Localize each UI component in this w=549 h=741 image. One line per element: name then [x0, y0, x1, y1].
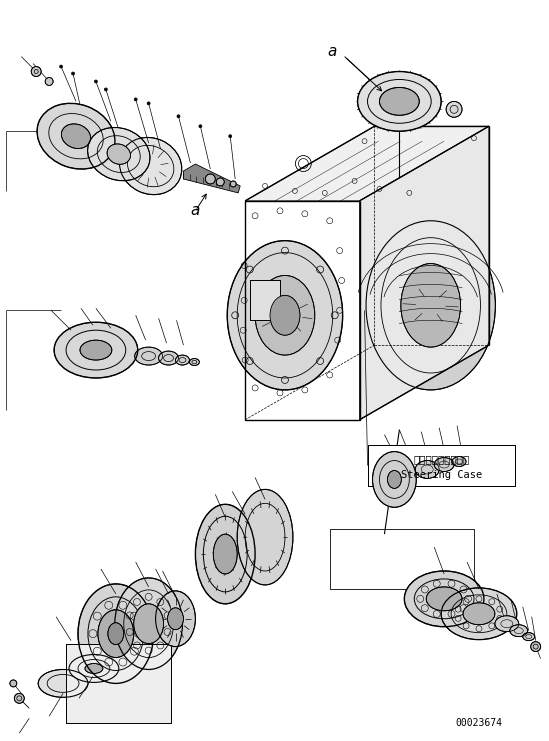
Bar — [330, 529, 474, 589]
Ellipse shape — [495, 616, 519, 631]
Circle shape — [216, 178, 224, 186]
Ellipse shape — [195, 505, 255, 604]
Ellipse shape — [155, 591, 195, 647]
Ellipse shape — [373, 451, 416, 508]
Circle shape — [10, 680, 17, 687]
Ellipse shape — [523, 633, 535, 641]
Text: ステアリングケース: ステアリングケース — [413, 454, 469, 465]
Circle shape — [14, 694, 24, 703]
Ellipse shape — [88, 127, 150, 181]
Ellipse shape — [379, 87, 419, 116]
Circle shape — [230, 181, 236, 187]
Circle shape — [205, 174, 215, 184]
Ellipse shape — [98, 610, 134, 657]
Ellipse shape — [237, 489, 293, 585]
Ellipse shape — [176, 355, 189, 365]
Ellipse shape — [54, 322, 138, 378]
Bar — [367, 445, 515, 486]
Ellipse shape — [366, 221, 495, 390]
Ellipse shape — [38, 669, 88, 697]
Circle shape — [71, 72, 75, 75]
Circle shape — [94, 80, 97, 83]
Ellipse shape — [115, 578, 182, 669]
Ellipse shape — [214, 534, 237, 574]
Text: 00023674: 00023674 — [456, 718, 502, 728]
Ellipse shape — [227, 241, 343, 390]
Ellipse shape — [255, 276, 315, 355]
Ellipse shape — [135, 347, 163, 365]
Bar — [367, 445, 515, 486]
Ellipse shape — [415, 461, 439, 479]
Ellipse shape — [388, 471, 401, 488]
Text: Steering Case: Steering Case — [401, 470, 482, 479]
Ellipse shape — [167, 608, 183, 630]
Circle shape — [531, 642, 541, 651]
Ellipse shape — [134, 604, 164, 644]
Text: a: a — [327, 44, 337, 59]
Ellipse shape — [405, 571, 484, 627]
Polygon shape — [245, 126, 489, 201]
Ellipse shape — [189, 359, 199, 365]
Circle shape — [45, 78, 53, 85]
Ellipse shape — [452, 456, 466, 467]
Ellipse shape — [463, 603, 495, 625]
Ellipse shape — [434, 457, 454, 471]
Circle shape — [147, 102, 150, 104]
Ellipse shape — [107, 144, 131, 165]
Bar — [66, 644, 171, 723]
Ellipse shape — [401, 264, 461, 347]
Circle shape — [60, 65, 63, 68]
Circle shape — [177, 115, 180, 118]
Polygon shape — [360, 126, 489, 419]
Circle shape — [134, 98, 137, 101]
Ellipse shape — [85, 663, 103, 674]
Circle shape — [229, 135, 232, 138]
Ellipse shape — [357, 72, 441, 131]
Bar — [250, 280, 280, 320]
Circle shape — [446, 102, 462, 117]
Bar — [66, 644, 171, 723]
Ellipse shape — [80, 340, 112, 360]
Ellipse shape — [78, 584, 154, 683]
Ellipse shape — [270, 296, 300, 335]
Circle shape — [104, 88, 108, 91]
Ellipse shape — [61, 124, 91, 148]
Ellipse shape — [159, 351, 178, 365]
Ellipse shape — [426, 587, 462, 611]
Ellipse shape — [69, 654, 119, 682]
Ellipse shape — [37, 103, 115, 169]
Ellipse shape — [510, 625, 528, 637]
Circle shape — [31, 67, 41, 76]
Bar — [250, 280, 280, 320]
Ellipse shape — [441, 588, 517, 639]
Ellipse shape — [108, 622, 124, 645]
Text: a: a — [191, 203, 200, 219]
Circle shape — [199, 124, 202, 127]
Ellipse shape — [120, 137, 182, 195]
Polygon shape — [183, 164, 240, 193]
